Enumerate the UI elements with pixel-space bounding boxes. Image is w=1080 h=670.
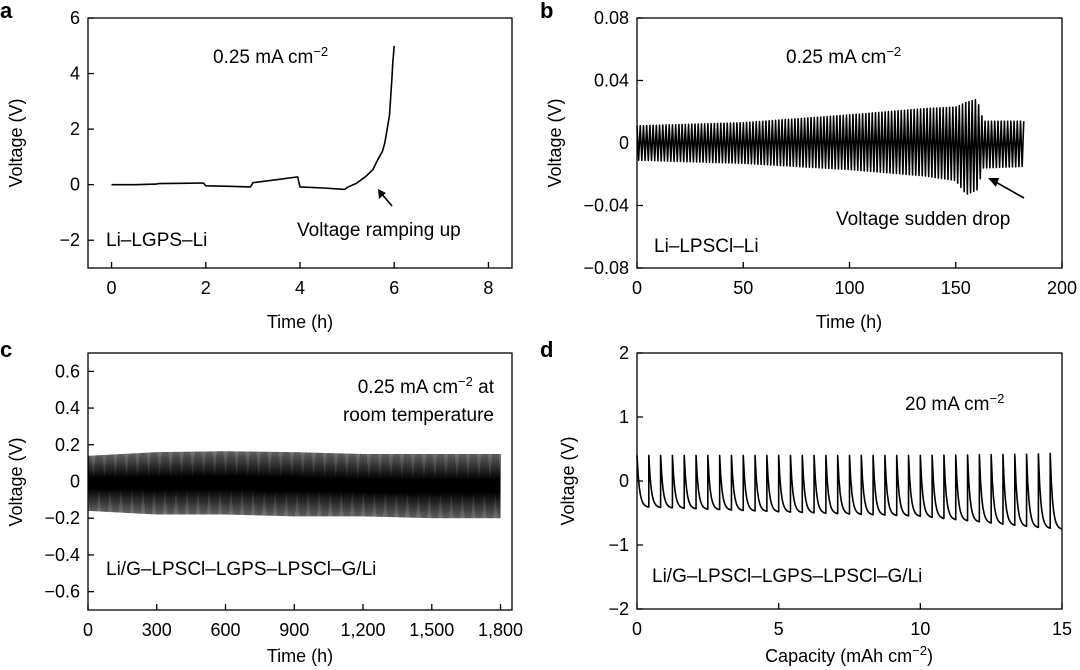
x-tick-label-d: 0 xyxy=(632,619,642,639)
y-tick-label-c: 0.4 xyxy=(55,398,80,418)
series-line-d-0 xyxy=(636,452,1063,530)
x-tick-label-c: 300 xyxy=(142,620,172,640)
panel-c: c 0 300 600 900 1,200 1,500 1,800 −0.6 −0.4 −0.2… xyxy=(0,337,523,666)
y-tick-label-a: −2 xyxy=(59,230,80,250)
panel-letter-c: c xyxy=(0,337,12,362)
y-tick-label-c: −0.4 xyxy=(44,545,80,565)
x-tick-label-a: 6 xyxy=(389,278,399,298)
x-tick-label-b: 100 xyxy=(834,278,864,298)
y-tick-label-d: 1 xyxy=(619,407,629,427)
panel-letter-a: a xyxy=(0,0,13,23)
annotation-b-current: 0.25 mA cm−2 xyxy=(786,44,901,69)
annotation-d-current: 20 mA cm−2 xyxy=(905,391,1004,416)
y-tick-label-c: 0 xyxy=(70,472,80,492)
x-tick-label-d: 10 xyxy=(910,619,930,639)
x-ticks-b: 0 50 100 150 200 xyxy=(632,262,1077,298)
x-tick-label-c: 1,200 xyxy=(341,620,386,640)
x-tick-label-b: 50 xyxy=(733,278,753,298)
x-tick-label-c: 1,500 xyxy=(409,620,454,640)
y-tick-label-a: 6 xyxy=(70,8,80,28)
y-tick-label-b: 0.04 xyxy=(594,71,629,91)
y-tick-label-a: 4 xyxy=(70,64,80,84)
annotation-c-current: 0.25 mA cm−2 at xyxy=(358,374,495,399)
x-tick-label-a: 2 xyxy=(201,278,211,298)
annotation-c-temp: room temperature xyxy=(343,405,494,426)
x-axis-label-b: Time (h) xyxy=(816,312,882,332)
series-d xyxy=(636,452,1063,530)
series-line-b-0 xyxy=(636,98,1025,195)
x-tick-label-c: 600 xyxy=(210,620,240,640)
y-tick-label-b: 0.08 xyxy=(594,8,629,28)
y-tick-label-d: −2 xyxy=(608,599,629,619)
x-tick-label-b: 0 xyxy=(632,278,642,298)
series-c xyxy=(87,451,501,519)
y-tick-label-b: −0.04 xyxy=(583,196,629,216)
x-axis-label-d: Capacity (mAh cm−2) xyxy=(765,643,933,667)
annotation-a-cell: Li–LGPS–Li xyxy=(106,230,207,251)
y-axis-label-c: Voltage (V) xyxy=(6,437,26,526)
y-tick-label-d: −1 xyxy=(608,535,629,555)
panel-d: d 0 5 10 15 −2 −1 0 1 2 20 mA cm−2 Li/G–LPSCl–L… xyxy=(540,337,1072,666)
annotation-b-drop: Voltage sudden drop xyxy=(836,209,1010,230)
annotation-d-cell: Li/G–LPSCl–LGPS–LPSCl–G/Li xyxy=(652,566,922,587)
x-ticks-c: 0 300 600 900 1,200 1,500 1,800 xyxy=(83,604,523,640)
series-b xyxy=(636,98,1025,195)
x-ticks-a: 0 2 4 6 8 xyxy=(107,262,493,298)
y-tick-label-d: 2 xyxy=(619,343,629,363)
x-tick-label-d: 5 xyxy=(774,619,784,639)
arrow-a xyxy=(378,189,393,207)
annotation-a-current: 0.25 mA cm−2 xyxy=(213,44,328,69)
panel-a: a 0 2 4 6 8 −2 0 2 4 6 0.25 mA cm−2 Li–LGPS–Li V… xyxy=(0,0,513,332)
x-tick-label-a: 0 xyxy=(107,278,117,298)
panel-letter-d: d xyxy=(540,337,553,362)
y-ticks-c: −0.6 −0.4 −0.2 0 0.2 0.4 0.6 xyxy=(44,361,94,602)
x-tick-label-a: 4 xyxy=(295,278,305,298)
panel-b: b 0 50 100 150 200 −0.08 −0.04 0 0.04 0.08 0.25 … xyxy=(540,0,1077,332)
x-tick-label-c: 0 xyxy=(83,620,93,640)
y-tick-label-b: 0 xyxy=(619,133,629,153)
y-tick-label-c: −0.2 xyxy=(44,508,80,528)
y-ticks-d: −2 −1 0 1 2 xyxy=(608,343,643,619)
x-tick-label-c: 1,800 xyxy=(478,620,523,640)
y-tick-label-c: −0.6 xyxy=(44,582,80,602)
annotation-c-cell: Li/G–LPSCl–LGPS–LPSCl–G/Li xyxy=(106,559,376,580)
y-tick-label-c: 0.2 xyxy=(55,435,80,455)
x-tick-label-a: 8 xyxy=(483,278,493,298)
y-tick-label-a: 0 xyxy=(70,175,80,195)
x-axis-label-c: Time (h) xyxy=(267,646,333,666)
y-tick-label-b: −0.08 xyxy=(583,258,629,278)
series-a xyxy=(111,45,396,191)
x-ticks-d: 0 5 10 15 xyxy=(632,603,1072,639)
series-line-c-0 xyxy=(87,451,501,519)
x-tick-label-b: 150 xyxy=(941,278,971,298)
annotation-b-cell: Li–LPSCl–Li xyxy=(654,236,759,257)
x-tick-label-d: 15 xyxy=(1052,619,1072,639)
x-tick-label-c: 900 xyxy=(279,620,309,640)
panel-letter-b: b xyxy=(540,0,553,23)
y-ticks-a: −2 0 2 4 6 xyxy=(59,8,94,250)
series-line-a-0 xyxy=(111,45,396,191)
annotation-a-ramp: Voltage ramping up xyxy=(297,220,461,241)
x-tick-label-b: 200 xyxy=(1047,278,1077,298)
y-tick-label-a: 2 xyxy=(70,119,80,139)
y-axis-label-b: Voltage (V) xyxy=(545,98,565,187)
arrow-b xyxy=(988,178,1025,199)
y-ticks-b: −0.08 −0.04 0 0.04 0.08 xyxy=(583,8,643,278)
y-axis-label-a: Voltage (V) xyxy=(6,98,26,187)
x-axis-label-a: Time (h) xyxy=(267,312,333,332)
y-tick-label-d: 0 xyxy=(619,471,629,491)
y-tick-label-c: 0.6 xyxy=(55,361,80,381)
y-axis-label-d: Voltage (V) xyxy=(558,436,578,525)
